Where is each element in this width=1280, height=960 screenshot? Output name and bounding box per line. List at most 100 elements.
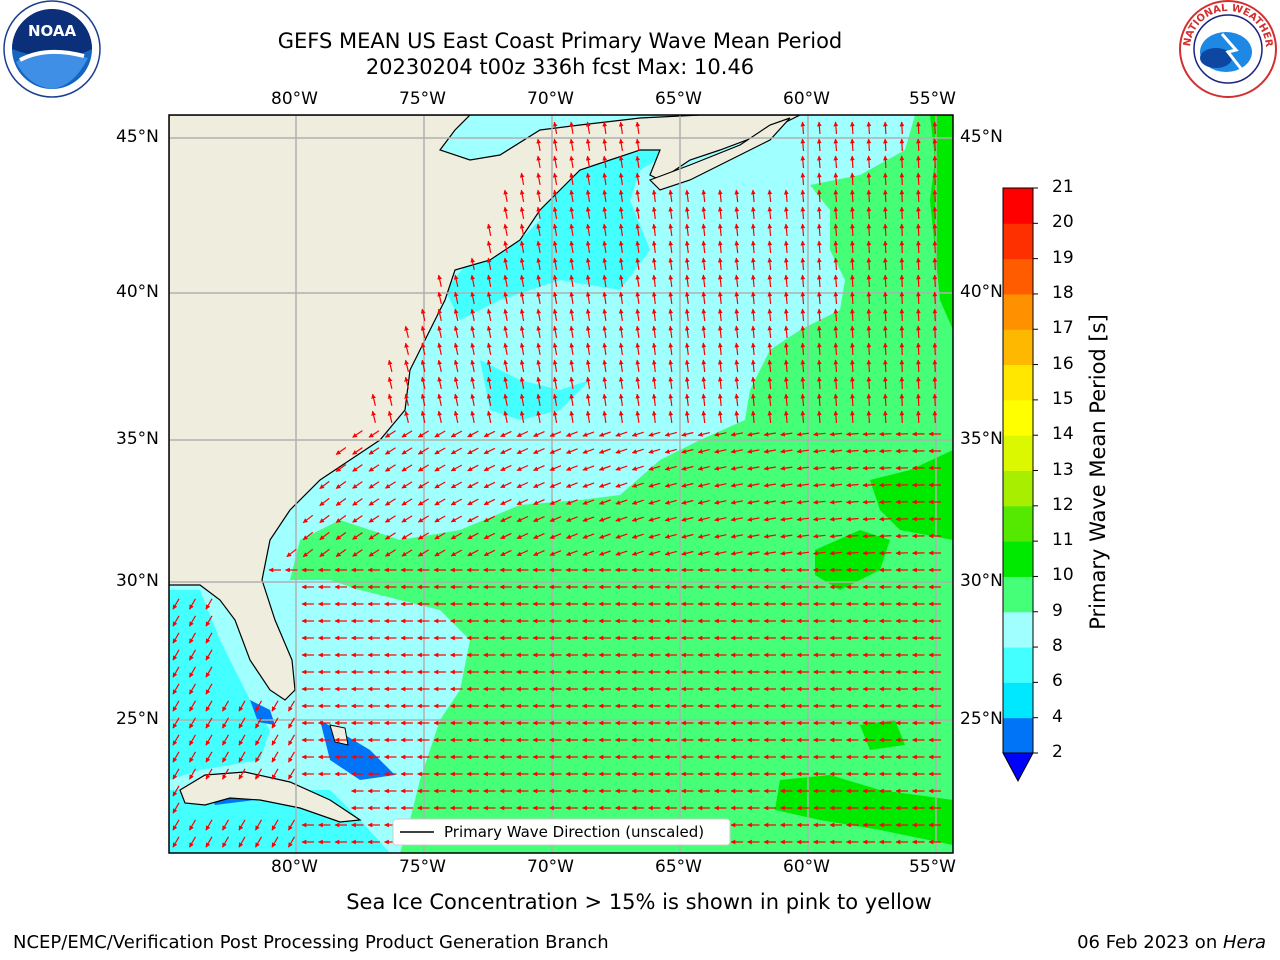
wave-arrow bbox=[681, 465, 694, 471]
wave-arrow bbox=[750, 325, 756, 339]
wave-arrow bbox=[582, 533, 595, 539]
wave-arrow bbox=[519, 257, 525, 271]
wave-arrow bbox=[816, 155, 822, 169]
wave-arrow bbox=[188, 700, 197, 712]
wave-arrow bbox=[651, 291, 657, 304]
wave-arrow bbox=[849, 342, 855, 356]
wave-arrow bbox=[833, 189, 839, 203]
wave-arrow bbox=[916, 189, 921, 203]
wave-arrow bbox=[668, 325, 674, 338]
wave-arrow bbox=[582, 448, 595, 454]
wave-arrow bbox=[684, 393, 690, 406]
wave-arrow bbox=[585, 138, 591, 152]
wave-arrow bbox=[434, 481, 446, 489]
wave-arrow bbox=[849, 240, 855, 254]
wave-arrow bbox=[899, 189, 905, 203]
lat-label-right-30n: 30°N bbox=[960, 571, 1003, 591]
wave-arrow bbox=[833, 257, 839, 271]
wave-arrow bbox=[172, 700, 180, 712]
wave-arrow bbox=[618, 121, 624, 134]
colorbar-tick-label: 11 bbox=[1052, 530, 1074, 551]
wave-arrow bbox=[618, 393, 624, 406]
svg-text:NOAA: NOAA bbox=[28, 22, 77, 40]
wave-arrow bbox=[866, 189, 872, 203]
wave-arrow bbox=[437, 308, 442, 322]
wave-arrow bbox=[569, 155, 575, 169]
wave-arrow bbox=[172, 615, 180, 627]
wave-arrow bbox=[833, 172, 839, 186]
wave-arrow bbox=[684, 206, 690, 219]
wave-arrow bbox=[503, 240, 509, 254]
wave-arrow bbox=[681, 516, 694, 522]
wave-arrow bbox=[384, 549, 396, 557]
wave-arrow bbox=[569, 359, 575, 373]
wave-arrow bbox=[453, 376, 459, 390]
wave-arrow bbox=[450, 481, 463, 489]
period-field-6-8-gulf bbox=[169, 590, 270, 780]
wave-arrow bbox=[618, 291, 624, 304]
wave-arrow bbox=[750, 308, 756, 322]
wave-arrow bbox=[916, 223, 921, 237]
wave-arrow bbox=[453, 359, 459, 373]
wave-arrow bbox=[536, 138, 542, 152]
map-plot-area bbox=[169, 115, 953, 853]
wave-arrow bbox=[829, 550, 843, 556]
wave-arrow bbox=[420, 325, 426, 339]
wave-arrow bbox=[932, 308, 938, 322]
wave-arrow bbox=[833, 325, 839, 339]
wave-arrow bbox=[384, 532, 396, 540]
wave-arrow bbox=[519, 172, 525, 186]
wave-arrow bbox=[849, 121, 855, 135]
wave-arrow bbox=[734, 291, 740, 305]
wave-arrow bbox=[585, 376, 591, 390]
wave-arrow bbox=[932, 257, 938, 271]
colorbar-segment bbox=[1003, 258, 1033, 295]
wave-arrow bbox=[516, 464, 529, 472]
wave-arrow bbox=[172, 734, 180, 746]
wave-arrow bbox=[701, 274, 707, 288]
wave-arrow bbox=[717, 291, 723, 305]
wave-arrow bbox=[846, 448, 859, 454]
wave-arrow bbox=[635, 291, 641, 304]
wave-arrow bbox=[486, 240, 492, 254]
wave-arrow bbox=[780, 550, 793, 556]
wave-arrow bbox=[849, 206, 855, 220]
wave-arrow bbox=[384, 515, 396, 523]
wave-arrow bbox=[635, 342, 641, 355]
wave-arrow bbox=[384, 481, 396, 489]
wave-arrow bbox=[500, 532, 512, 540]
wave-arrow bbox=[714, 517, 727, 522]
wave-arrow bbox=[533, 533, 545, 539]
wave-arrow bbox=[569, 376, 575, 390]
wave-arrow bbox=[417, 430, 430, 438]
wave-arrow bbox=[188, 632, 197, 644]
wave-arrow bbox=[651, 325, 657, 338]
wave-arrow bbox=[503, 291, 509, 305]
wave-arrow bbox=[352, 515, 363, 523]
wave-arrow bbox=[882, 308, 888, 322]
wave-arrow bbox=[816, 376, 822, 390]
wave-arrow bbox=[684, 257, 690, 270]
wave-arrow bbox=[271, 751, 279, 763]
wave-arrow bbox=[618, 223, 624, 236]
wave-arrow bbox=[714, 449, 727, 454]
lat-label-left-30n: 30°N bbox=[116, 571, 159, 591]
wave-arrow bbox=[319, 514, 330, 524]
colorbar-segment bbox=[1003, 541, 1033, 577]
wave-arrow bbox=[916, 274, 921, 288]
wave-arrow bbox=[437, 274, 442, 288]
wave-arrow bbox=[470, 325, 476, 339]
wave-arrow bbox=[319, 480, 330, 490]
wave-arrow bbox=[668, 206, 674, 219]
wave-arrow bbox=[747, 533, 760, 539]
wave-arrow bbox=[664, 499, 677, 505]
wave-arrow bbox=[668, 376, 674, 389]
wave-arrow bbox=[734, 223, 740, 237]
wave-arrow bbox=[932, 393, 938, 407]
wave-arrow bbox=[846, 431, 859, 437]
wave-arrow bbox=[780, 499, 793, 505]
wave-arrow bbox=[816, 274, 822, 288]
wave-arrow bbox=[585, 410, 591, 424]
wave-direction-arrows bbox=[172, 121, 941, 848]
wave-arrow bbox=[916, 325, 921, 339]
